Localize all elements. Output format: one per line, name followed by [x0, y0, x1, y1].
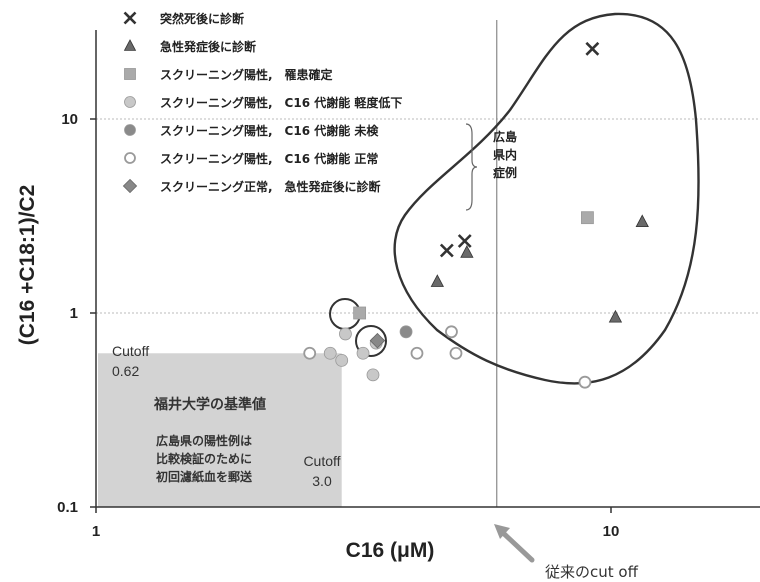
point-opencirc	[449, 346, 463, 360]
x-tick-label: 10	[603, 523, 620, 540]
cutoff-arrow-head	[494, 524, 510, 539]
legend-label-x: 突然死後に診断	[160, 11, 244, 26]
grid-lines	[96, 118, 760, 314]
legend-marker-sq	[124, 68, 136, 80]
point-x	[585, 41, 600, 56]
point-tri	[635, 214, 649, 228]
data-points	[303, 41, 649, 389]
box-title: 福井大学の基準値	[153, 396, 266, 413]
point-lightcirc	[356, 346, 370, 360]
legend-marker-opencirc	[124, 152, 136, 164]
point-opencirc	[445, 325, 458, 339]
point-tri	[430, 274, 444, 287]
point-opencirc	[303, 346, 317, 360]
cutoff-x-line: Cutoff	[303, 453, 340, 469]
box-note-line: 初回濾紙血を郵送	[156, 469, 253, 484]
legend-label-lightcirc: スクリーニング陽性, C16 代謝能 軽度低下	[160, 95, 402, 110]
region-bracket	[465, 123, 478, 211]
point-lightcirc	[323, 346, 337, 360]
cutoff-x-label: Cutoff 3.0	[303, 453, 340, 489]
point-sq	[353, 306, 367, 320]
legend-marker-diamond	[122, 178, 138, 194]
y-tick-label: 10	[61, 111, 78, 128]
point-diamond	[369, 332, 386, 349]
reference-criteria-box	[98, 353, 342, 507]
legend-marker-tri	[123, 39, 137, 51]
cutoff-x-line: 3.0	[312, 473, 332, 489]
region-label-line: 症例	[493, 165, 517, 180]
box-note-line: 比較検証のために	[156, 451, 252, 466]
x-axis-title: C16 (μM)	[346, 539, 435, 562]
legend-marker-x	[123, 11, 137, 25]
y-tick-label: 1	[70, 305, 78, 322]
highlight-ring-2	[355, 325, 387, 357]
point-x	[457, 234, 472, 248]
cutoff-arrow-label: 従来のcut off	[545, 563, 639, 581]
point-x	[439, 243, 454, 258]
cutoff-y-line: 0.62	[112, 363, 139, 379]
cutoff-y-label: Cutoff 0.62	[112, 343, 149, 379]
point-lightcirc	[335, 353, 349, 367]
y-axis-title: (C16 +C18:1)/C2	[16, 185, 39, 345]
legend-label-tri: 急性発症後に診断	[160, 39, 256, 54]
cutoff-arrow-shaft	[497, 527, 535, 563]
legend-label-opencirc: スクリーニング陽性, C16 代謝能 正常	[160, 151, 378, 166]
hiroshima-cases-outline	[393, 12, 700, 385]
region-label-line: 広島	[493, 129, 517, 144]
legend-label-darkcirc: スクリーニング陽性, C16 代謝能 未検	[160, 123, 379, 138]
region-label-line: 県内	[493, 147, 517, 162]
cutoff-y-line: Cutoff	[112, 343, 149, 359]
box-note-line: 広島県の陽性例は	[156, 433, 252, 448]
legend-marker-lightcirc	[124, 96, 136, 108]
axis-ticks: 0.1 1 10 1 10	[57, 111, 619, 540]
legend-label-sq: スクリーニング陽性, 罹患確定	[160, 67, 333, 82]
legend-marker-darkcirc	[124, 124, 136, 136]
point-lightcirc	[366, 368, 380, 382]
x-tick-label: 1	[92, 523, 100, 540]
point-opencirc	[578, 375, 592, 389]
point-opencirc	[410, 346, 424, 360]
point-sq	[581, 211, 594, 225]
point-tri	[608, 309, 623, 323]
legend-label-diamond: スクリーニング正常, 急性発症後に診断	[160, 179, 381, 194]
point-darkcirc	[399, 325, 413, 339]
point-tri	[460, 245, 474, 258]
point-lightcirc	[339, 327, 352, 341]
y-tick-label: 0.1	[57, 499, 78, 516]
